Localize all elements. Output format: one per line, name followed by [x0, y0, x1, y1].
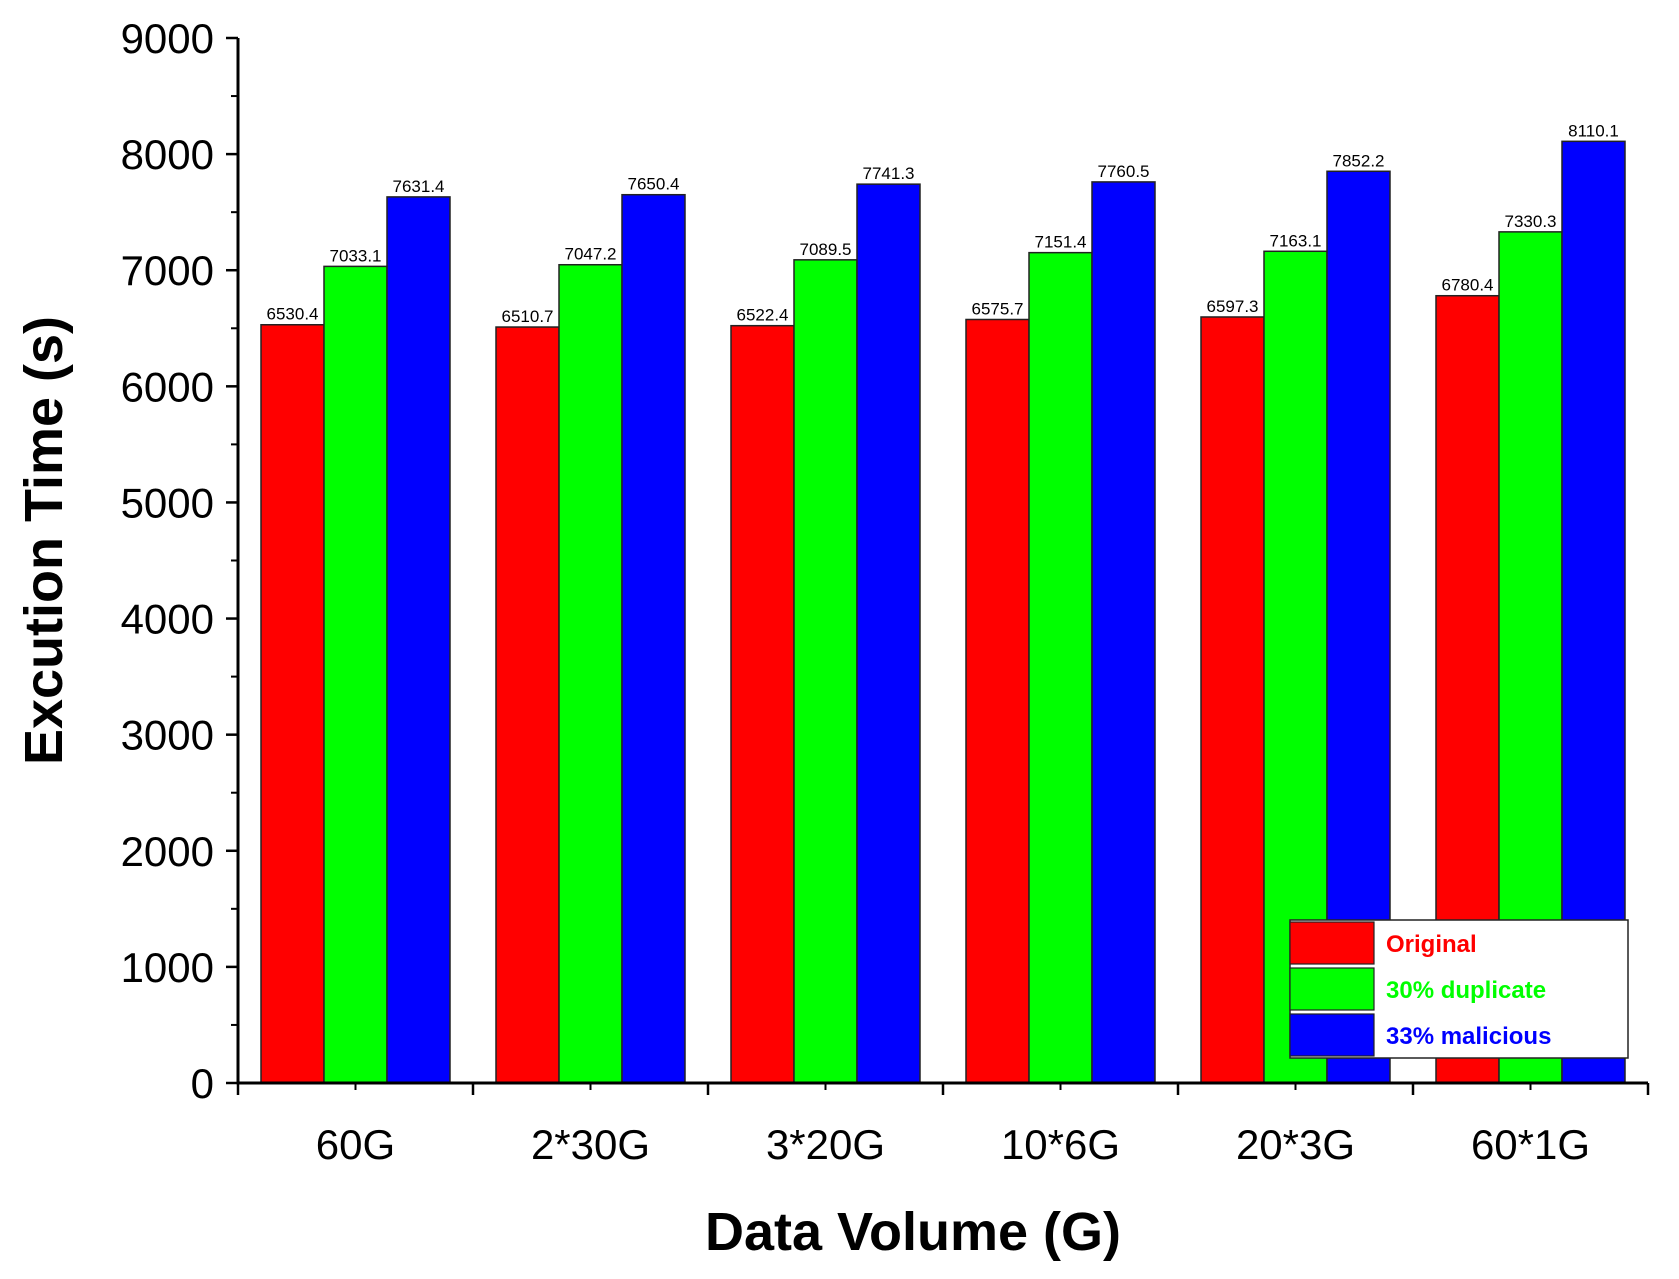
legend-swatch	[1289, 921, 1375, 965]
bar-33-malicious-3	[1091, 181, 1156, 1084]
x-tick-label: 60*1G	[1471, 1121, 1590, 1168]
bar-30-duplicate-2	[793, 259, 858, 1084]
y-tick-label: 8000	[121, 131, 214, 178]
bar-original-1	[495, 326, 560, 1084]
y-tick-label: 3000	[121, 712, 214, 759]
data-label: 7033.1	[330, 246, 382, 265]
y-tick-label: 7000	[121, 247, 214, 294]
bar-30-duplicate-1	[558, 263, 623, 1084]
legend-swatch	[1289, 967, 1375, 1011]
data-label: 7852.2	[1333, 151, 1385, 170]
axes-layer: 60G 2*30G 3*20G 10*6G 20*3G 60*1G 0 1000 2000 300…	[14, 15, 1650, 1262]
bar-33-malicious-2	[856, 183, 921, 1084]
x-tick-label: 10*6G	[1001, 1121, 1120, 1168]
data-label: 6510.7	[502, 307, 554, 326]
x-tick-label: 3*20G	[766, 1121, 885, 1168]
bar-original-0	[260, 323, 325, 1084]
bar-original-3	[965, 318, 1030, 1084]
legend-label: 30% duplicate	[1386, 977, 1546, 1004]
data-labels-layer: 6530.4 7033.1 7631.4 6510.7 7047.2 7650.4 6522…	[267, 121, 1619, 326]
data-label: 7741.3	[863, 164, 915, 183]
y-tick-label: 5000	[121, 479, 214, 526]
data-label: 6522.4	[737, 306, 789, 325]
y-axis-title: Excution Time (s)	[14, 316, 74, 765]
legend-label: 33% malicious	[1386, 1023, 1551, 1050]
bar-33-malicious-1	[621, 193, 686, 1084]
y-tick-label: 0	[191, 1060, 214, 1107]
data-label: 7151.4	[1035, 233, 1087, 252]
data-label: 8110.1	[1568, 121, 1619, 140]
x-tick-label: 2*30G	[531, 1121, 650, 1168]
data-label: 6597.3	[1207, 297, 1259, 316]
data-label: 6780.4	[1442, 276, 1494, 295]
x-tick-label: 60G	[316, 1121, 395, 1168]
data-label: 6530.4	[267, 305, 319, 324]
y-tick-label: 1000	[121, 944, 214, 991]
y-tick-label: 2000	[121, 828, 214, 875]
legend-label: Original	[1386, 931, 1477, 958]
data-label: 7163.1	[1270, 231, 1322, 250]
y-tick-label: 9000	[121, 15, 214, 62]
data-label: 7089.5	[800, 240, 852, 259]
data-label: 7760.5	[1098, 162, 1150, 181]
data-label: 7330.3	[1505, 212, 1557, 231]
legend: Original 30% duplicate 33% malicious	[1289, 919, 1629, 1059]
x-axis-title: Data Volume (G)	[705, 1202, 1121, 1262]
bar-33-malicious-0	[386, 196, 451, 1084]
data-label: 6575.7	[972, 299, 1024, 318]
bar-original-4	[1200, 316, 1265, 1084]
y-tick-label: 6000	[121, 363, 214, 410]
bar-original-2	[730, 324, 795, 1084]
bar-30-duplicate-0	[323, 265, 388, 1084]
y-tick-label: 4000	[121, 596, 214, 643]
data-label: 7047.2	[565, 245, 617, 264]
data-label: 7631.4	[393, 177, 445, 196]
data-label: 7650.4	[628, 175, 680, 194]
legend-swatch	[1289, 1013, 1375, 1057]
x-tick-label: 20*3G	[1236, 1121, 1355, 1168]
bar-30-duplicate-3	[1028, 251, 1093, 1084]
